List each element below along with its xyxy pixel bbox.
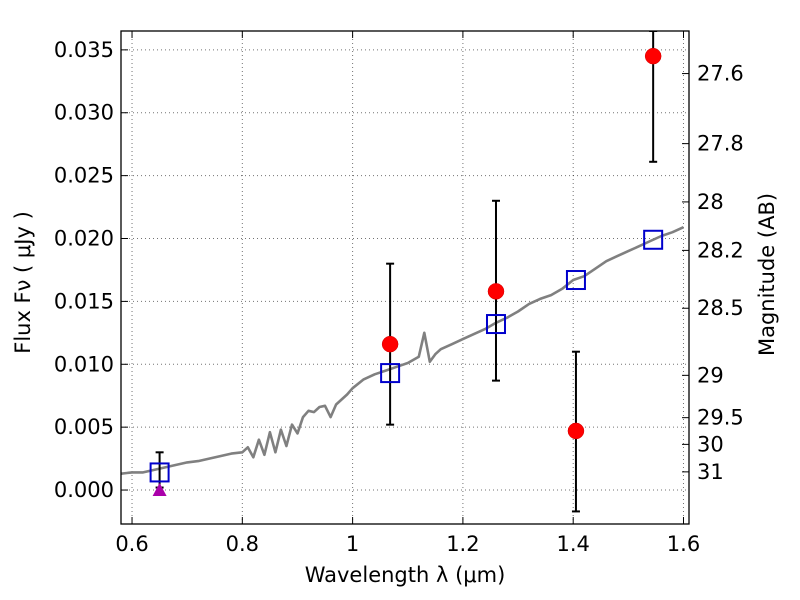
y-right-tick-label: 29 <box>697 363 724 387</box>
model-square-marker <box>643 229 664 250</box>
observed-point <box>381 335 399 353</box>
plot-frame <box>120 30 690 525</box>
y-right-tick-label: 28.2 <box>697 238 744 262</box>
y-tick-label: 0.035 <box>54 38 114 62</box>
upper-limit-triangle <box>152 483 167 497</box>
grid <box>121 31 689 524</box>
y-right-tick-label: 27.6 <box>697 62 744 86</box>
x-tick-label: 0.8 <box>226 532 259 556</box>
y-tick-label: 0.000 <box>54 478 114 502</box>
y-right-tick-label: 29.5 <box>697 406 744 430</box>
model-square-marker <box>380 363 401 384</box>
observed-point <box>567 422 585 440</box>
y-tick-label: 0.005 <box>54 415 114 439</box>
y-tick-label: 0.030 <box>54 101 114 125</box>
x-tick-label: 1 <box>346 532 359 556</box>
y-right-tick-label: 31 <box>697 460 724 484</box>
model-square-marker <box>565 270 586 291</box>
x-tick-label: 1.4 <box>556 532 589 556</box>
y-right-tick-label: 27.8 <box>697 132 744 156</box>
y-right-tick-label: 28.5 <box>697 296 744 320</box>
y-right-tick-label: 28 <box>697 190 724 214</box>
model-square-marker <box>485 314 506 335</box>
x-axis-label: Wavelength λ (μm) <box>305 563 506 587</box>
y-tick-label: 0.020 <box>54 227 114 251</box>
model-spectrum-line <box>121 226 685 475</box>
model-square-marker <box>149 462 170 483</box>
axis-ticks <box>121 31 689 524</box>
observed-point <box>644 47 662 65</box>
y-tick-label: 0.015 <box>54 289 114 313</box>
x-tick-label: 1.6 <box>667 532 700 556</box>
y-axis-label: Flux Fν ( μJy ) <box>11 211 35 354</box>
tick-labels: 0.6 0.8 1 1.2 1.4 1.6 0.000 0.005 0.010 0.015 0.02… <box>54 38 744 556</box>
plot-data <box>121 31 685 513</box>
plot-area <box>121 31 685 513</box>
y-axis-right-label: Magnitude (AB) <box>755 193 779 356</box>
x-tick-label: 1.2 <box>446 532 479 556</box>
x-tick-label: 0.6 <box>115 532 148 556</box>
y-tick-label: 0.010 <box>54 352 114 376</box>
observed-point <box>487 283 505 300</box>
y-right-tick-label: 30 <box>697 432 724 456</box>
y-tick-label: 0.025 <box>54 164 114 188</box>
